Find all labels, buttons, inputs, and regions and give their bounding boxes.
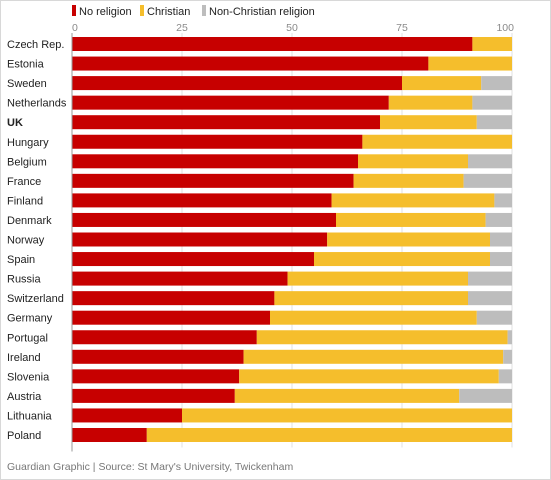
bar-segment-christian — [146, 428, 513, 442]
source-note: Guardian Graphic | Source: St Mary's Uni… — [7, 461, 293, 473]
x-tick-label: 50 — [286, 22, 298, 34]
bar-segment-no-religion — [72, 310, 270, 325]
legend-swatch-non-christian-religion — [202, 5, 206, 16]
bar-segment-christian — [428, 56, 512, 71]
bar-segment-christian — [402, 76, 482, 91]
bar-segment-no-religion — [72, 154, 358, 169]
bar-segment-non-christian-religion — [472, 95, 512, 110]
bar-segment-christian — [234, 388, 460, 403]
x-tick-label: 25 — [176, 22, 188, 34]
bar-segment-non-christian-religion — [459, 388, 512, 403]
bar-segment-christian — [256, 330, 508, 345]
bar-segment-christian — [362, 134, 512, 149]
bar-segment-no-religion — [72, 76, 402, 91]
bar-segment-no-religion — [72, 349, 244, 364]
bar-segment-non-christian-religion — [485, 212, 512, 227]
bar-segment-non-christian-religion — [490, 232, 512, 247]
category-label: Portugal — [7, 332, 48, 344]
bar-segment-non-christian-religion — [494, 193, 512, 208]
bar-segment-no-religion — [72, 271, 288, 286]
bar-segment-no-religion — [72, 369, 240, 384]
category-label: Slovenia — [7, 371, 50, 383]
bar-segment-no-religion — [72, 115, 380, 130]
legend-swatch-christian — [140, 5, 144, 16]
category-label: Denmark — [7, 215, 52, 227]
category-label: Spain — [7, 254, 35, 266]
bar-segment-christian — [358, 154, 468, 169]
bar-segment-no-religion — [72, 212, 336, 227]
bar-segment-non-christian-religion — [463, 173, 512, 188]
category-label: Lithuania — [7, 410, 53, 422]
category-label: Finland — [7, 195, 43, 207]
bar-segment-no-religion — [72, 330, 257, 345]
category-label: Germany — [7, 313, 53, 325]
category-labels: Czech Rep. Estonia Sweden Netherlands UK Hung… — [7, 39, 67, 442]
bar-segment-non-christian-religion — [468, 271, 512, 286]
bar-segment-non-christian-religion — [481, 76, 512, 91]
category-label: Belgium — [7, 156, 47, 168]
bar-segment-christian — [274, 291, 468, 306]
bar-segment-christian — [331, 193, 495, 208]
bar-segment-non-christian-religion — [503, 349, 512, 364]
bar-segment-no-religion — [72, 252, 314, 267]
bar-segment-christian — [336, 212, 486, 227]
bar-segment-no-religion — [72, 56, 429, 71]
bar-segment-no-religion — [72, 173, 354, 188]
category-label: Russia — [7, 274, 42, 286]
bars — [72, 37, 513, 442]
bar-segment-non-christian-religion — [476, 115, 512, 130]
category-label: UK — [7, 117, 23, 129]
bar-segment-non-christian-religion — [476, 310, 512, 325]
legend-swatch-no-religion — [72, 5, 76, 16]
bar-segment-christian — [287, 271, 468, 286]
bar-segment-christian — [353, 173, 464, 188]
bar-segment-christian — [182, 408, 512, 423]
bar-segment-christian — [314, 252, 490, 267]
bar-segment-christian — [243, 349, 504, 364]
category-label: Austria — [7, 391, 42, 403]
category-label: France — [7, 176, 41, 188]
legend-label-non-christian-religion: Non-Christian religion — [209, 6, 315, 18]
bar-segment-christian — [239, 369, 499, 384]
x-tick-label: 0 — [72, 22, 78, 34]
legend-label-no-religion: No religion — [79, 6, 132, 18]
category-label: Hungary — [7, 137, 49, 149]
bar-segment-non-christian-religion — [490, 252, 512, 267]
x-tick-label: 100 — [496, 22, 514, 34]
legend: No religion Christian Non-Christian religi… — [72, 5, 315, 18]
bar-segment-christian — [270, 310, 477, 325]
x-tick-label: 75 — [396, 22, 408, 34]
category-label: Norway — [7, 235, 45, 247]
bar-segment-non-christian-religion — [498, 369, 512, 384]
bar-segment-no-religion — [72, 291, 275, 306]
bar-segment-no-religion — [72, 388, 235, 403]
category-label: Switzerland — [7, 293, 64, 305]
legend-label-christian: Christian — [147, 6, 190, 18]
bar-segment-no-religion — [72, 95, 389, 110]
category-label: Netherlands — [7, 98, 67, 110]
bar-segment-christian — [388, 95, 473, 110]
bar-segment-non-christian-religion — [468, 291, 512, 306]
bar-segment-non-christian-religion — [468, 154, 512, 169]
bar-segment-no-religion — [72, 428, 147, 442]
bar-segment-no-religion — [72, 193, 332, 208]
bar-segment-no-religion — [72, 134, 363, 149]
bar-segment-no-religion — [72, 232, 328, 247]
bar-segment-no-religion — [72, 408, 182, 423]
bar-segment-christian — [380, 115, 477, 130]
bar-segment-no-religion — [72, 37, 473, 51]
category-label: Poland — [7, 430, 41, 442]
bar-segment-non-christian-religion — [507, 330, 512, 345]
category-label: Estonia — [7, 59, 45, 71]
category-label: Ireland — [7, 352, 41, 364]
x-axis-ticks: 0 25 50 75 100 — [72, 22, 514, 34]
bar-segment-christian — [472, 37, 512, 51]
category-label: Czech Rep. — [7, 39, 64, 51]
category-label: Sweden — [7, 78, 47, 90]
bar-segment-christian — [327, 232, 490, 247]
